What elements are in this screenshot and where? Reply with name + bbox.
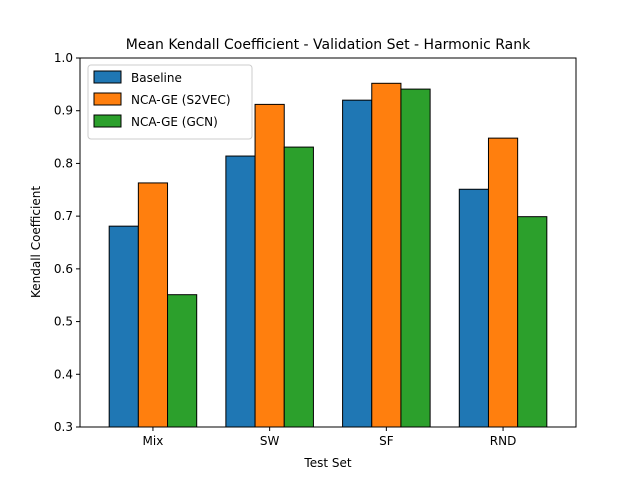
chart-title: Mean Kendall Coefficient - Validation Se… xyxy=(126,37,531,53)
x-tick-label: SF xyxy=(379,434,394,448)
bar-rnd-series-3 xyxy=(517,216,548,428)
bar-rnd-series-1 xyxy=(458,188,489,428)
bar-rnd-series-2 xyxy=(487,137,519,428)
plot-area xyxy=(79,57,577,428)
x-tick-label: Mix xyxy=(143,434,164,448)
y-axis-label: Kendall Coefficient xyxy=(29,186,43,298)
y-tick-label: 0.3 xyxy=(54,420,73,434)
y-tick-label: 0.7 xyxy=(54,209,73,223)
y-tick-label: 0.9 xyxy=(54,104,73,118)
y-tick-label: 0.8 xyxy=(54,156,73,170)
plot-frame xyxy=(79,57,577,428)
bar-mix-series-3 xyxy=(167,294,198,428)
x-axis: Mix SW SF RND xyxy=(143,427,517,448)
bar-sw-series-2 xyxy=(254,103,285,428)
legend-label-3: NCA-GE (GCN) xyxy=(131,115,218,129)
y-tick-label: 1.0 xyxy=(54,51,73,65)
legend-box xyxy=(87,64,253,140)
x-axis-label: Test Set xyxy=(303,456,351,470)
legend-swatch-1 xyxy=(93,70,122,84)
bar-sf-series-3 xyxy=(400,88,431,428)
x-tick-label: SW xyxy=(260,434,280,448)
bar-mix-series-2 xyxy=(137,182,169,428)
x-tick-label: RND xyxy=(490,434,517,448)
bar-sw-series-3 xyxy=(283,146,314,428)
y-tick-label: 0.5 xyxy=(54,315,73,329)
legend-swatch-2 xyxy=(93,92,122,106)
y-tick-label: 0.6 xyxy=(54,262,73,276)
legend-label-2: NCA-GE (S2VEC) xyxy=(131,93,231,107)
bar-sw-series-1 xyxy=(225,155,256,428)
legend: Baseline NCA-GE (S2VEC) NCA-GE (GCN) xyxy=(87,64,253,140)
y-tick-label: 0.4 xyxy=(54,367,73,381)
legend-swatch-3 xyxy=(93,114,122,128)
legend-label-1: Baseline xyxy=(131,71,182,85)
y-axis: 0.3 0.4 0.5 0.6 0.7 0.8 0.9 1.0 xyxy=(54,51,80,434)
bar-mix-series-1 xyxy=(108,225,139,428)
bar-sf-series-2 xyxy=(371,82,402,428)
bar-sf-series-1 xyxy=(342,99,373,428)
